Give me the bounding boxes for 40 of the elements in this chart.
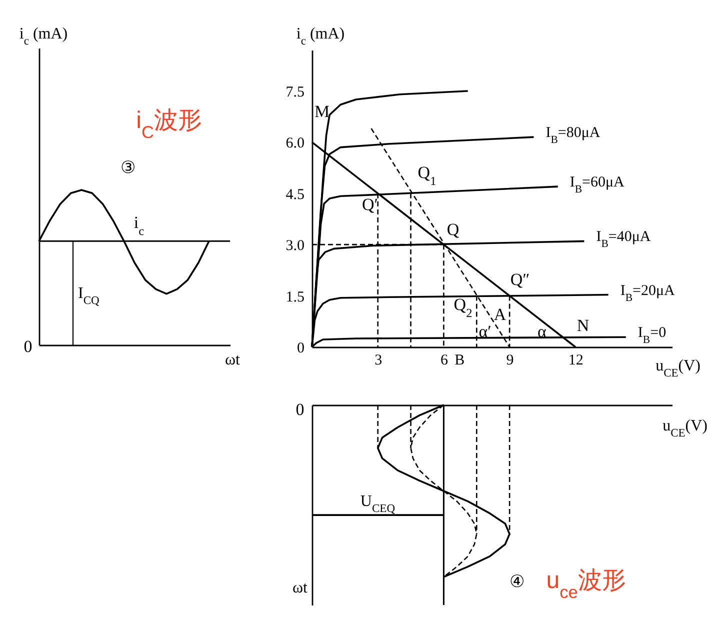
- annotation: Q: [446, 220, 460, 239]
- text: 0: [24, 337, 32, 356]
- y-tick-label: 6.0: [286, 136, 304, 152]
- x-tick-label: 6: [440, 352, 448, 368]
- y-tick-label: 0: [297, 340, 304, 356]
- chart-title: i$_{C}$波形: [136, 107, 202, 142]
- x-tick-label: B: [454, 352, 465, 368]
- x-tick-label: 9: [506, 352, 514, 368]
- annotation: A: [494, 305, 507, 324]
- annotation: Q$_{1}$: [418, 163, 436, 188]
- y-axis-title: i$_{c}$ (mA): [19, 26, 68, 48]
- y-axis-title: ωt: [292, 580, 308, 596]
- series-label: I$_{B}$=60μA: [570, 174, 625, 196]
- annotation: Q″: [510, 270, 530, 289]
- ref-line-label: I$_{CQ}$: [78, 285, 100, 308]
- series-label: I$_{B}$=20μA: [620, 282, 676, 304]
- text: u$_{ce}$波形: [546, 566, 626, 602]
- series-label: I$_{B}$=80μA: [546, 125, 600, 146]
- annotation: ④: [510, 572, 524, 591]
- y-tick-label: 4.5: [286, 186, 304, 203]
- x-tick-label: 3: [374, 352, 382, 368]
- y-axis-title: i$_{c}$ (mA): [296, 26, 345, 48]
- annotation: N: [576, 316, 590, 335]
- y-tick-label: 1.5: [286, 289, 304, 306]
- x-axis-title: ωt: [225, 352, 241, 368]
- annotation: i$_{c}$: [134, 213, 145, 238]
- series-label: I$_{B}$=40μA: [596, 229, 651, 250]
- annotation: Q′: [362, 195, 378, 214]
- annotation: α: [538, 322, 547, 341]
- annotation: Q$_{2}$: [454, 295, 472, 320]
- y-tick-label: 3.0: [286, 238, 304, 254]
- x-axis-title: u$_{CE}$(V): [656, 358, 700, 380]
- series-label: I$_{B}$=0: [638, 325, 666, 346]
- annotation: M: [314, 102, 330, 121]
- x-tick-label: 12: [568, 352, 584, 368]
- x-axis-title: u$_{CE}$(V): [662, 418, 708, 440]
- annotation: α′: [478, 322, 492, 341]
- ref-line-label: U$_{CEQ}$: [360, 493, 396, 515]
- text: ③: [120, 158, 136, 177]
- y-tick-label: 7.5: [286, 84, 304, 100]
